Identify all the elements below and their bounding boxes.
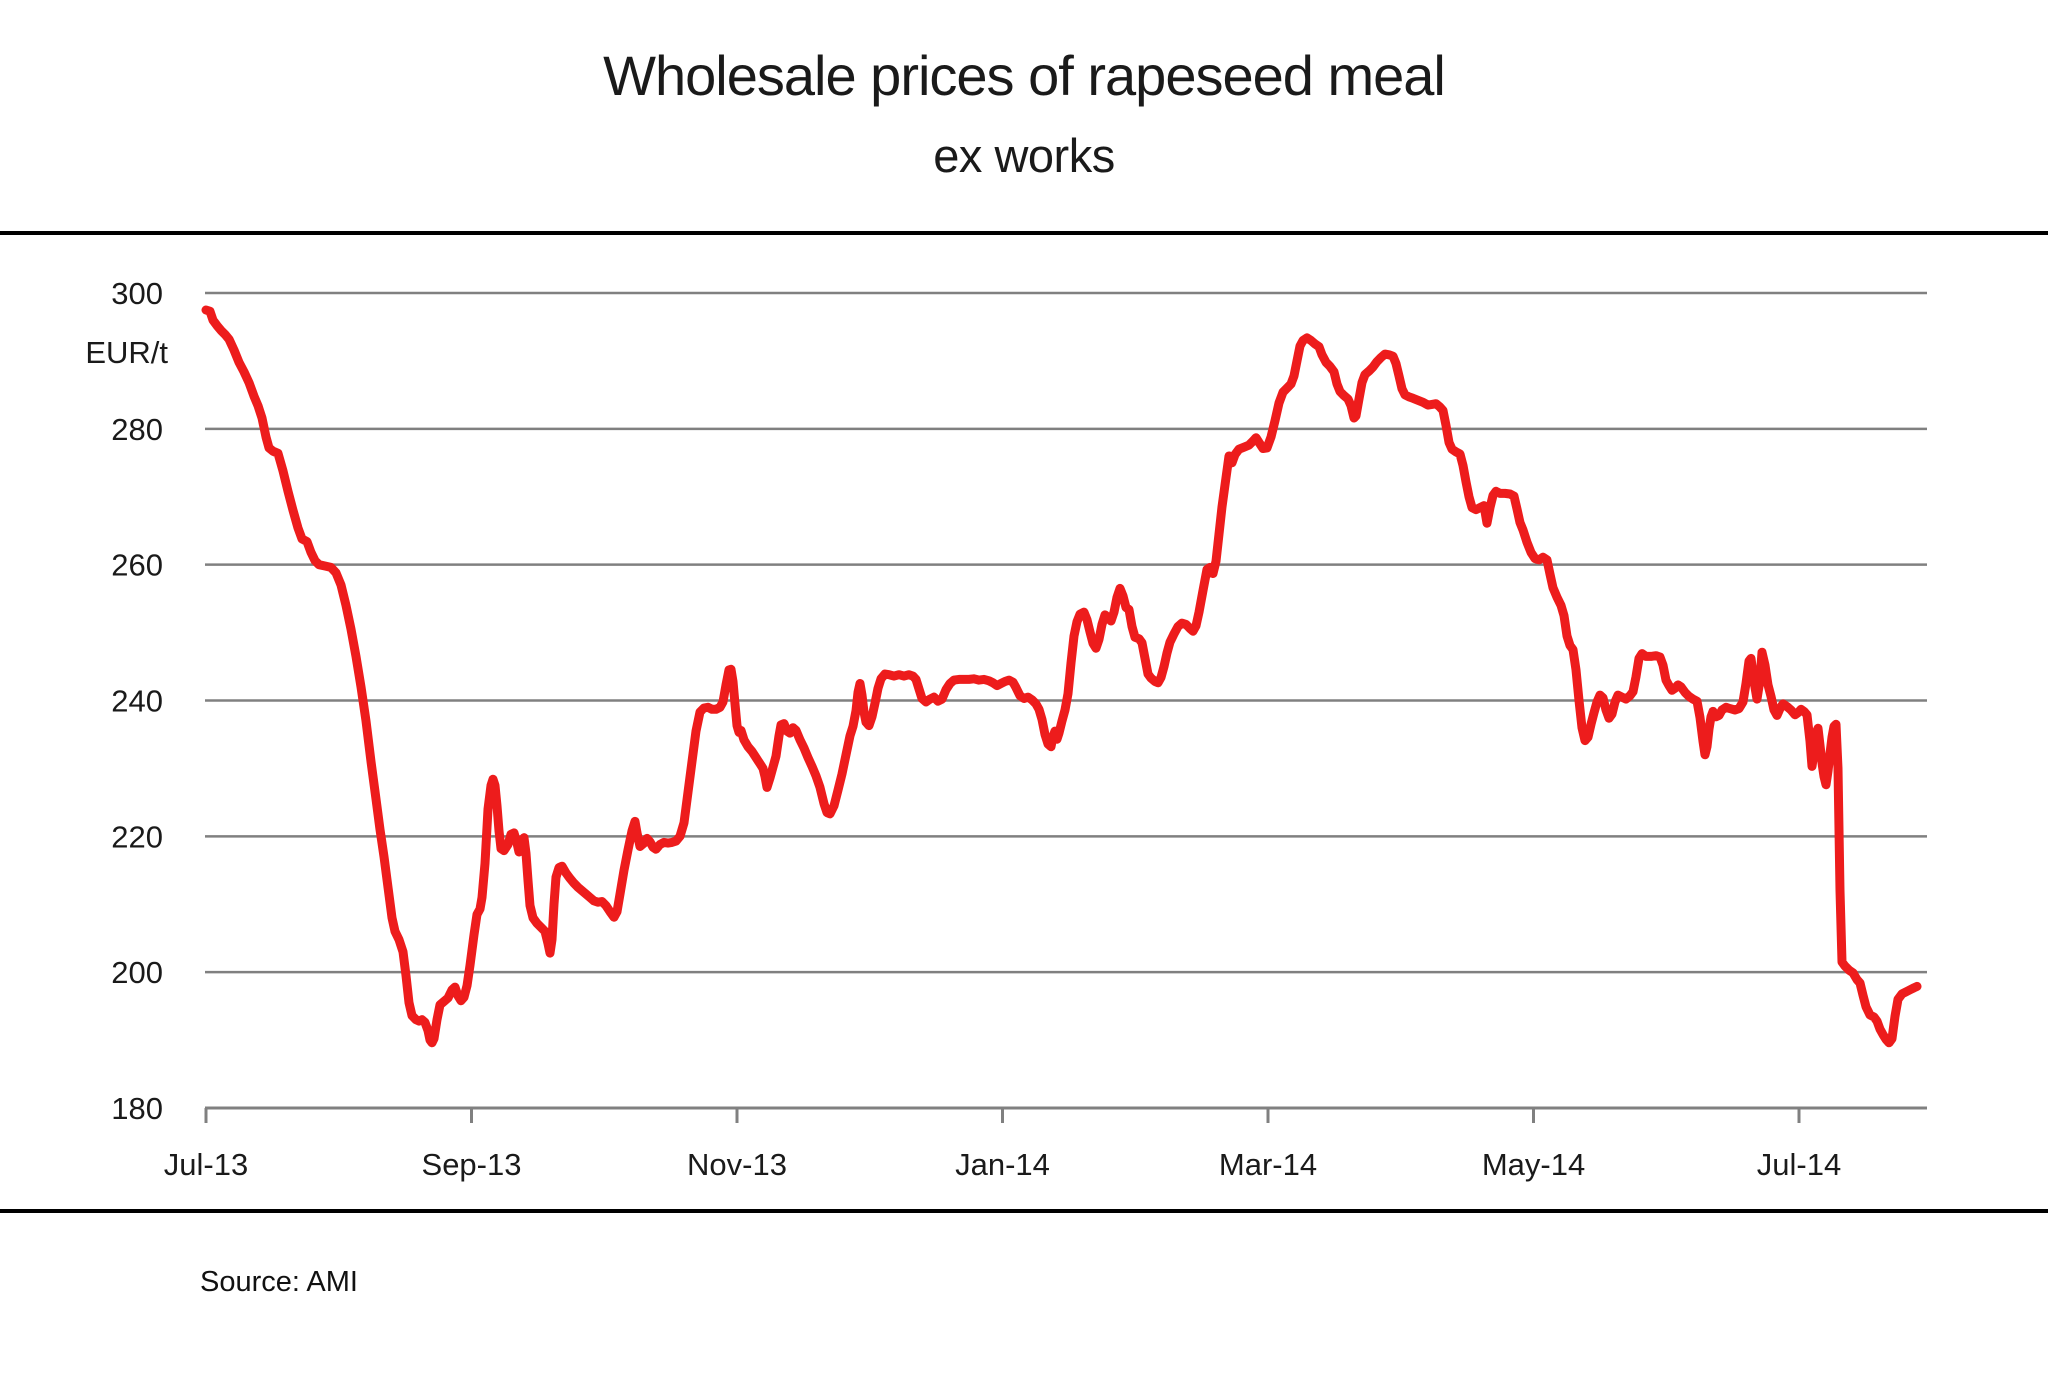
bottom-divider: [0, 1209, 2048, 1213]
source-note: Source: AMI: [200, 1266, 358, 1298]
y-tick-label-280: 280: [111, 412, 163, 447]
top-divider: [0, 231, 2048, 235]
x-tick-label-Mar-14: Mar-14: [1219, 1147, 1317, 1182]
x-tick-label-May-14: May-14: [1482, 1147, 1585, 1182]
x-tick-label-Sep-13: Sep-13: [422, 1147, 522, 1182]
x-tick-label-Jul-14: Jul-14: [1757, 1147, 1841, 1182]
y-axis-unit-label: EUR/t: [85, 335, 168, 370]
y-tick-label-240: 240: [111, 684, 163, 719]
x-tick-label-Jul-13: Jul-13: [164, 1147, 248, 1182]
y-tick-label-200: 200: [111, 955, 163, 990]
y-tick-label-260: 260: [111, 548, 163, 583]
price-line-series: [201, 305, 1922, 1048]
chart-subtitle: ex works: [933, 129, 1115, 182]
y-tick-label-220: 220: [111, 819, 163, 854]
x-tick-label-Jan-14: Jan-14: [955, 1147, 1050, 1182]
chart-title: Wholesale prices of rapeseed meal: [603, 44, 1446, 107]
x-tick-label-Nov-13: Nov-13: [687, 1147, 787, 1182]
y-tick-label-300: 300: [111, 276, 163, 311]
y-tick-label-180: 180: [111, 1091, 163, 1126]
